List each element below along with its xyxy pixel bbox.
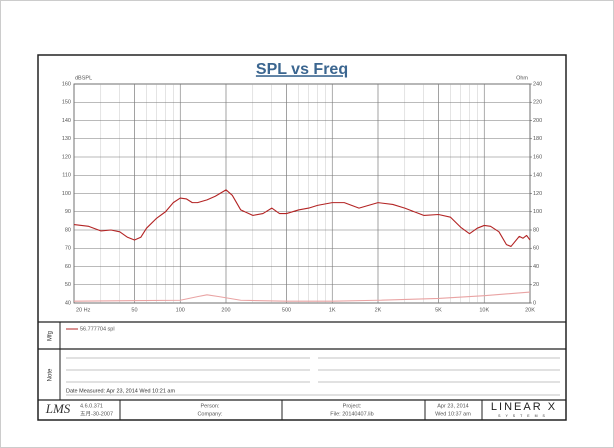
y2-tick-label: 40: [533, 264, 539, 270]
chart-title: SPL vs Freq: [256, 61, 348, 78]
x-tick-label: 500: [282, 307, 291, 313]
y-tick-label: 40: [65, 300, 71, 306]
y2-tick-label: 160: [533, 154, 542, 160]
y2-tick-label: 140: [533, 173, 542, 179]
y-tick-label: 140: [62, 118, 71, 124]
y2-tick-label: 100: [533, 209, 542, 215]
y2-tick-label: 200: [533, 118, 542, 124]
footer-brand-sub: SYSTEMS: [498, 414, 550, 418]
x-tick-label: 20K: [525, 307, 535, 313]
y-tick-label: 150: [62, 100, 71, 106]
footer-file: File: 20140407.lib: [330, 411, 373, 417]
x-tick-label: 5K: [435, 307, 442, 313]
y-tick-label: 90: [65, 209, 71, 215]
y2-axis-label: Ohm: [516, 75, 528, 81]
y2-tick-label: 240: [533, 81, 542, 87]
x-tick-label: 20 Hz: [76, 307, 91, 313]
x-tick-label: 10K: [479, 307, 489, 313]
x-tick-label: 1K: [329, 307, 336, 313]
footer-company: Company:: [197, 411, 223, 417]
x-tick-label: 2K: [375, 307, 382, 313]
y-tick-label: 60: [65, 264, 71, 270]
series-line: [73, 189, 531, 247]
legend-label: 56.777704 spl: [80, 326, 115, 332]
y2-tick-label: 180: [533, 136, 542, 142]
footer-logo: LMS: [45, 401, 71, 416]
y-axis-label: dBSPL: [75, 75, 92, 81]
note-label: Note: [48, 368, 54, 381]
footer-project: Project:: [343, 403, 362, 409]
footer-date: Apr 23, 2014: [437, 403, 469, 409]
x-tick-label: 200: [221, 307, 230, 313]
x-tick-label: 100: [176, 307, 185, 313]
footer-build-date: 五月-30-2007: [80, 410, 113, 417]
y-tick-label: 120: [62, 154, 71, 160]
date-measured: Date Measured: Apr 23, 2014 Wed 10:21 am: [66, 388, 175, 394]
footer-cells: [119, 400, 483, 420]
footer-time: Wed 10:37 am: [435, 411, 471, 417]
y-tick-label: 80: [65, 227, 71, 233]
y-tick-label: 50: [65, 282, 71, 288]
y-tick-label: 110: [62, 173, 71, 179]
y2-tick-label: 60: [533, 246, 539, 252]
y2-tick-label: 120: [533, 191, 542, 197]
y2-tick-label: 20: [533, 282, 539, 288]
mfg-label: Mfg: [48, 331, 54, 341]
y-tick-label: 70: [65, 246, 71, 252]
series-line: [73, 291, 531, 302]
note-lines: [66, 357, 560, 396]
y-tick-label: 100: [62, 191, 71, 197]
footer-brand: LINEAR X: [491, 401, 557, 413]
y-tick-label: 160: [62, 81, 71, 87]
sheet-frame: [37, 54, 567, 421]
y2-tick-label: 220: [533, 100, 542, 106]
y2-tick-label: 80: [533, 227, 539, 233]
footer-person: Person:: [201, 403, 220, 409]
x-tick-label: 50: [131, 307, 137, 313]
y-tick-label: 130: [62, 136, 71, 142]
y2-tick-label: 0: [533, 300, 536, 306]
footer-version: 4.6.0.371: [80, 403, 103, 409]
